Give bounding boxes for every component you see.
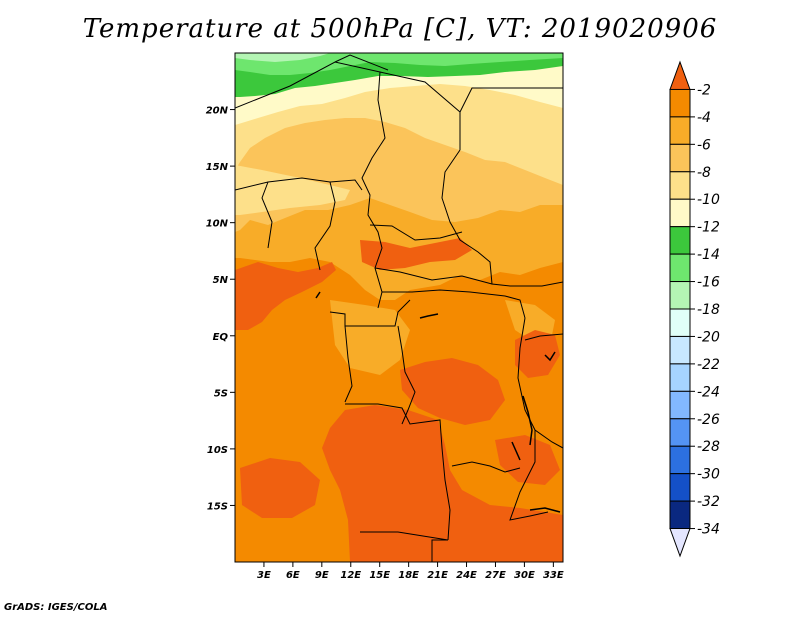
colorbar-swatch: [669, 308, 691, 337]
lon-tick-label: 3E: [257, 570, 271, 581]
colorbar-swatch: [669, 253, 691, 283]
field-warm-cameroon: [360, 238, 472, 270]
lon-tick-label: 30E: [514, 570, 535, 581]
colorbar-level-label: -22: [697, 357, 720, 373]
lat-tick-label: 15S: [207, 501, 228, 512]
lat-tick-label: 10N: [206, 219, 229, 230]
field-patch-minus6-center: [330, 300, 410, 375]
colorbar-swatch: [669, 171, 691, 200]
lat-tick-label: 20N: [206, 106, 229, 117]
colorbar-level-label: -2: [697, 82, 711, 98]
colorbar-swatch: [669, 88, 691, 118]
lon-tick-label: 9E: [315, 570, 329, 581]
colorbar-swatch: [669, 445, 691, 475]
colorbar-swatch: [669, 500, 691, 530]
country-borders: [235, 54, 563, 562]
grads-credit: GrADS: IGES/COLA: [4, 602, 108, 613]
field-warm-lakes: [515, 330, 560, 378]
field-patch-minus18: [235, 53, 330, 62]
colorbar-swatch: [669, 281, 691, 310]
colorbar-level-label: -6: [697, 137, 711, 153]
colorbar-level-label: -34: [697, 522, 720, 538]
colorbar-level-label: -4: [697, 110, 711, 126]
colorbar: -2 -4 -6 -8 -10 -12 -14 -16 -18 -20 -22 -24 -26 -28 -3…: [669, 60, 720, 558]
colorbar-level-label: -24: [697, 384, 720, 400]
lat-tick-label: EQ: [213, 332, 229, 343]
colorbar-level-label: -10: [697, 192, 720, 208]
lat-tick-label: 15N: [206, 162, 229, 173]
colorbar-swatch: [669, 335, 691, 365]
field-band-minus16: [235, 53, 563, 75]
colorbar-bottom-arrow: [669, 528, 691, 558]
latitude-axis: 20N 15N 10N 5N EQ 5S 10S 15S: [206, 106, 235, 512]
lat-tick-label: 5S: [214, 388, 228, 399]
colorbar-swatch: [669, 418, 691, 447]
lat-tick-label: 10S: [207, 445, 228, 456]
lon-tick-label: 6E: [286, 570, 300, 581]
map-frame: [234, 52, 564, 563]
colorbar-level-label: -26: [697, 412, 720, 428]
colorbar-level-label: -32: [697, 494, 720, 510]
colorbar-swatch: [669, 116, 691, 145]
colorbar-level-label: -30: [697, 467, 720, 483]
colorbar-level-label: -16: [697, 275, 720, 291]
longitude-axis: 3E 6E 9E 12E 15E 18E 21E 24E 27E 30E 33E: [257, 562, 564, 581]
lon-tick-label: 18E: [398, 570, 419, 581]
lon-tick-label: 24E: [456, 570, 477, 581]
lakes-and-coast: [315, 291, 561, 513]
colorbar-level-label: -12: [697, 220, 720, 236]
colorbar-swatch: [669, 390, 691, 420]
colorbar-level-label: -28: [697, 439, 720, 455]
field-warm-congo: [400, 358, 505, 425]
colorbar-top-arrow: [669, 60, 691, 90]
colorbar-swatch: [669, 226, 691, 255]
lon-tick-label: 21E: [427, 570, 448, 581]
colorbar-level-label: -14: [697, 247, 720, 263]
colorbar-level-label: -18: [697, 302, 720, 318]
lon-tick-label: 12E: [340, 570, 361, 581]
temperature-field: [235, 53, 563, 562]
colorbar-level-label: -8: [697, 165, 711, 181]
lon-tick-label: 33E: [543, 570, 564, 581]
field-warm-gulf: [235, 262, 336, 330]
colorbar-swatch: [669, 143, 691, 173]
lat-tick-label: 5N: [213, 275, 229, 286]
field-warm-sw: [240, 458, 320, 518]
lon-tick-label: 15E: [369, 570, 390, 581]
lon-tick-label: 27E: [485, 570, 506, 581]
colorbar-level-label: -20: [697, 329, 720, 345]
map-title: Temperature at 500hPa [C], VT: 201902090…: [82, 14, 718, 44]
colorbar-swatch: [669, 473, 691, 502]
field-warm-zambia: [495, 435, 560, 485]
field-warm-angola: [322, 405, 563, 562]
colorbar-swatch: [669, 198, 691, 228]
colorbar-swatch: [669, 363, 691, 392]
